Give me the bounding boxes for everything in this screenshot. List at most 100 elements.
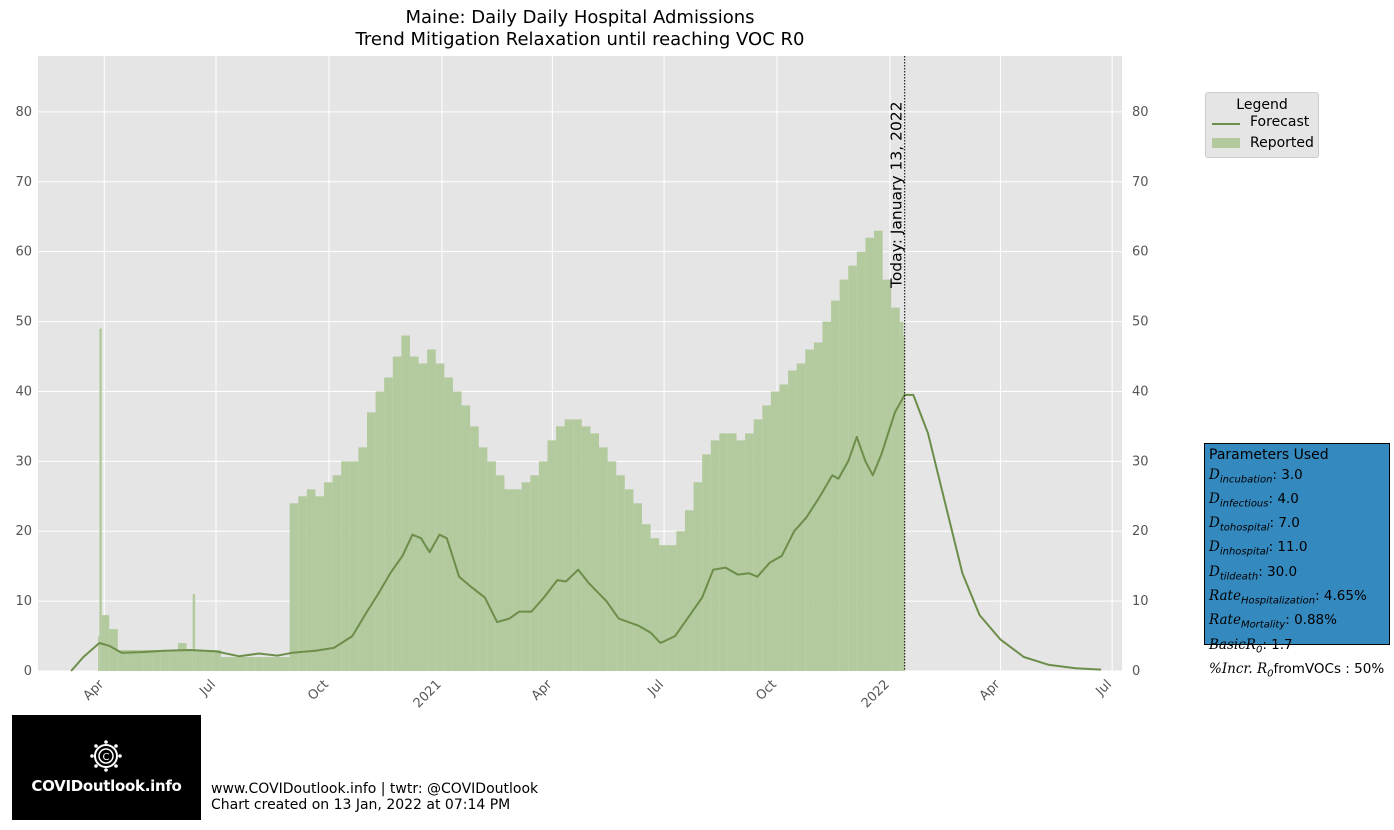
footer-created: Chart created on 13 Jan, 2022 at 07:14 P… <box>211 797 511 813</box>
reported-bar <box>521 482 531 671</box>
reported-bar <box>117 650 127 671</box>
reported-bar <box>573 419 582 671</box>
y-tick-label-left: 40 <box>15 384 32 399</box>
reported-bar <box>702 454 711 671</box>
reported-bar <box>332 475 342 671</box>
parameter-row: Dincubation: 3.0 <box>1209 466 1385 490</box>
reported-bar <box>272 657 282 671</box>
legend-title: Legend <box>1236 97 1288 113</box>
reported-bar <box>212 650 221 671</box>
reported-bar <box>684 510 694 671</box>
reported-bar <box>341 461 350 671</box>
parameter-subscript: Hospitalization <box>1240 595 1316 607</box>
reported-bar <box>874 230 883 671</box>
parameter-symbol: D <box>1209 490 1220 507</box>
footer: www.COVIDoutlook.info | twtr: @COVIDoutl… <box>211 781 538 813</box>
reported-bar <box>281 657 290 671</box>
legend-label-reported: Reported <box>1250 135 1314 151</box>
reported-bar <box>736 440 746 671</box>
reported-bar <box>865 237 875 672</box>
reported-bar <box>134 650 144 671</box>
reported-bar <box>779 384 789 671</box>
x-tick-label: Jul <box>1093 677 1115 699</box>
reported-bar <box>856 251 866 671</box>
reported-bar <box>238 657 247 671</box>
reported-bar <box>822 321 832 671</box>
reported-bar <box>306 489 316 671</box>
footer-credits: www.COVIDoutlook.info | twtr: @COVIDoutl… <box>211 781 539 797</box>
parameter-row: Dinfectious: 4.0 <box>1209 490 1385 514</box>
today-marker: Today: January 13, 2022 <box>888 56 906 671</box>
reported-swatch <box>1212 138 1240 148</box>
x-tick-label: 2022 <box>859 677 893 711</box>
y-tick-label-right: 50 <box>1132 315 1149 330</box>
reported-bar <box>848 265 857 671</box>
reported-bar <box>693 482 703 671</box>
x-tick-label: Jul <box>645 677 667 699</box>
parameter-symbol: D <box>1209 563 1220 580</box>
reported-bar <box>109 629 118 671</box>
reported-bar <box>650 538 660 671</box>
parameter-value: : 3.0 <box>1272 466 1303 483</box>
x-tick-label: Apr <box>81 677 108 704</box>
reported-bar <box>556 426 565 671</box>
reported-bar <box>255 657 264 671</box>
reported-bar <box>599 447 608 671</box>
reported-bar <box>435 363 445 671</box>
parameter-symbol: Rate <box>1209 588 1241 604</box>
reported-bar <box>899 321 904 671</box>
parameter-value: : 4.0 <box>1268 490 1299 507</box>
y-tick-label-right: 20 <box>1132 524 1149 539</box>
x-tick-label: Oct <box>753 677 780 704</box>
reported-bar <box>641 524 651 671</box>
reported-bar <box>607 461 617 671</box>
reported-bar <box>229 657 239 671</box>
parameter-value: : 30.0 <box>1258 563 1298 580</box>
legend-label-forecast: Forecast <box>1250 114 1310 130</box>
x-tick-label: Jul <box>196 677 218 699</box>
y-tick-label-right: 40 <box>1132 384 1149 399</box>
logo-text: COVIDoutlook.info <box>31 777 182 795</box>
parameter-subscript: 0 <box>1255 644 1263 656</box>
reported-bar <box>375 391 385 671</box>
reported-bar <box>710 440 720 671</box>
reported-bar <box>169 650 178 671</box>
parameter-subscript: inhospital <box>1219 547 1269 559</box>
reported-bar <box>624 489 634 671</box>
reported-bar <box>298 496 307 671</box>
svg-text:C: C <box>103 752 110 763</box>
parameter-subscript: incubation <box>1219 474 1273 486</box>
reported-bar <box>126 650 135 671</box>
x-tick-label: Oct <box>305 677 332 704</box>
reported-bar <box>487 461 496 671</box>
reported-bar <box>770 391 780 671</box>
reported-bar <box>813 342 823 671</box>
reported-bar <box>788 370 797 671</box>
reported-bar <box>590 433 600 671</box>
y-tick-label-right: 80 <box>1132 105 1149 120</box>
today-label: Today: January 13, 2022 <box>888 101 906 289</box>
reported-bar <box>220 657 230 671</box>
reported-bar <box>581 426 591 671</box>
y-tick-label-left: 10 <box>15 594 32 609</box>
reported-bar <box>186 650 193 671</box>
reported-bar <box>349 461 359 671</box>
reported-bar <box>547 440 557 671</box>
parameter-value: : 11.0 <box>1268 539 1308 556</box>
reported-bar <box>616 475 625 671</box>
legend-item-reported: Reported <box>1206 134 1318 155</box>
parameter-row: BasicR0: 1.7 <box>1209 636 1385 660</box>
reported-bar <box>461 405 471 671</box>
y-tick-label-right: 30 <box>1132 454 1149 469</box>
reported-bar <box>882 279 892 671</box>
y-tick-label-left: 50 <box>15 315 32 330</box>
virus-icon: C <box>90 740 122 772</box>
reported-bar <box>324 482 333 671</box>
reported-bar <box>452 391 462 671</box>
parameters-box: Parameters Used Dincubation: 3.0 Dinfecti… <box>1204 443 1390 680</box>
parameter-symbol: Rate <box>1209 612 1241 629</box>
chart-title-block: Maine: Daily Daily Hospital Admissions T… <box>38 7 1122 51</box>
reported-bar <box>903 335 905 671</box>
x-tick-label: Apr <box>529 677 556 704</box>
